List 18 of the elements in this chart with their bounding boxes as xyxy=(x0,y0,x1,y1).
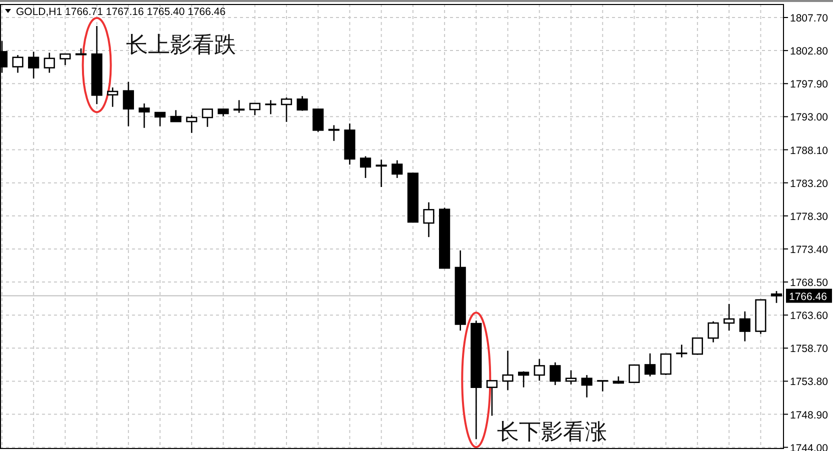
y-tick-label: 1778.30 xyxy=(790,210,828,223)
y-tick-label: 1773.40 xyxy=(790,244,828,256)
y-tick-label: 1797.90 xyxy=(790,78,828,91)
y-tick-label: 1763.60 xyxy=(790,310,828,322)
chart-title: GOLD,H1 1766.71 1767.16 1765.40 1766.46 xyxy=(16,6,226,18)
annotation: 长下影看涨 xyxy=(497,419,608,444)
y-tick-label: 1748.90 xyxy=(790,409,828,422)
y-tick-label: 1807.70 xyxy=(790,12,828,24)
y-tick-label: 1788.10 xyxy=(790,144,828,157)
y-tick-label: 1802.80 xyxy=(790,46,828,58)
ref-line-label: 1766.46 xyxy=(789,290,828,303)
y-tick-label: 1753.80 xyxy=(790,376,828,388)
y-tick-label: 1793.00 xyxy=(790,112,828,124)
y-tick-label: 1768.50 xyxy=(790,277,828,290)
y-tick-label: 1744.00 xyxy=(790,442,828,451)
annotation: 长上影看跌 xyxy=(126,32,236,57)
y-tick-label: 1783.20 xyxy=(790,178,828,190)
y-tick-label: 1758.70 xyxy=(790,343,828,356)
